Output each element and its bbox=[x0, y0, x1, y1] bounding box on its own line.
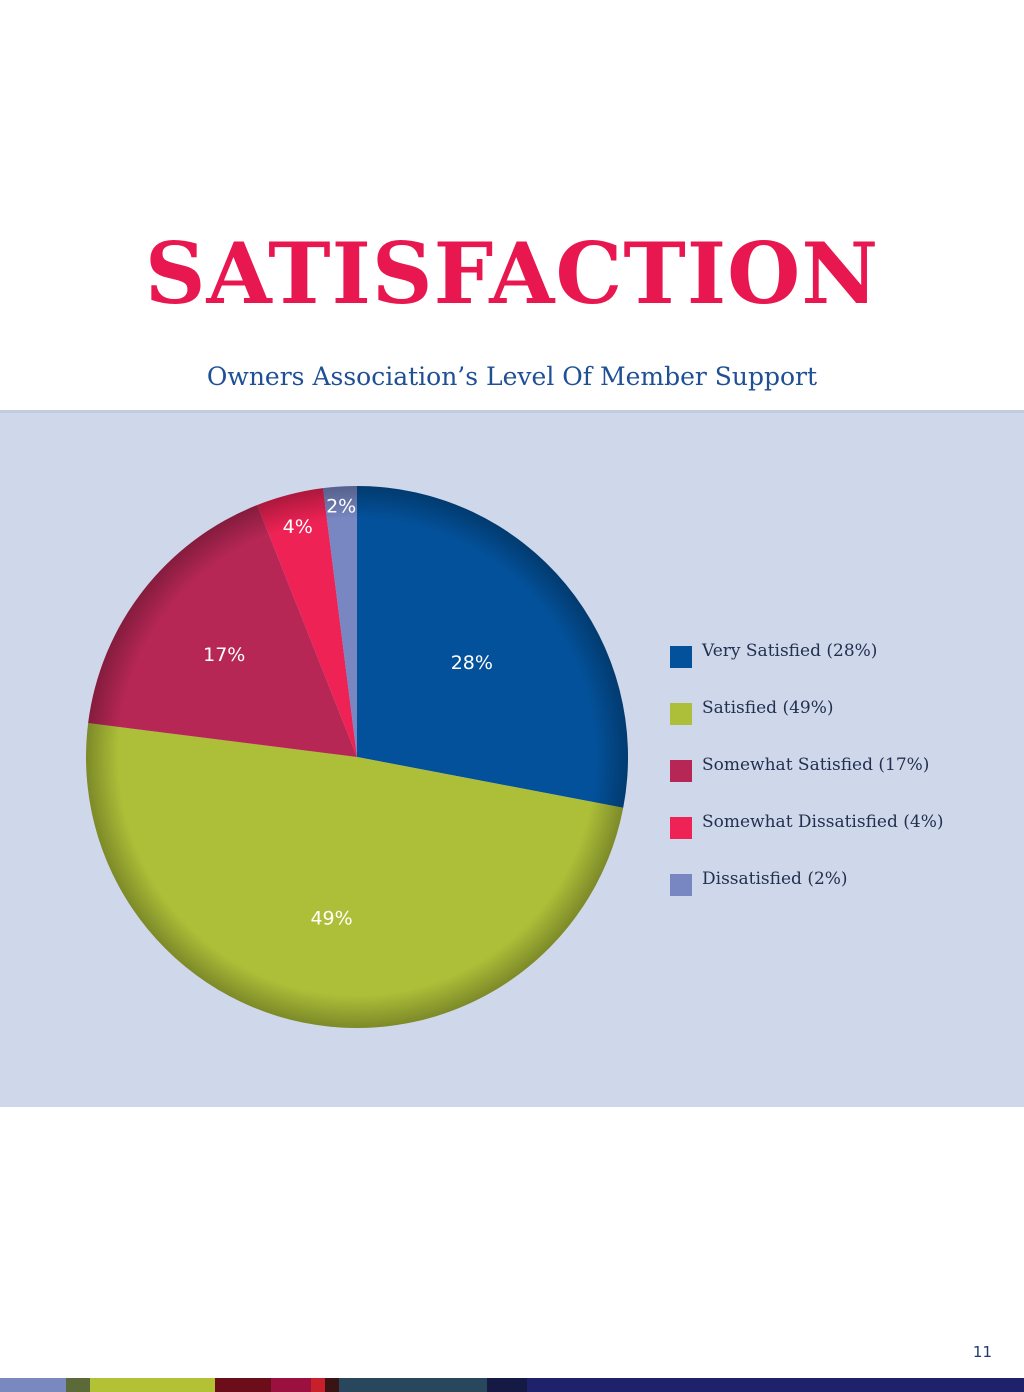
legend-swatch bbox=[670, 759, 692, 782]
page-number: 11 bbox=[972, 1343, 992, 1361]
legend-item: Somewhat Dissatisfied (4%) bbox=[670, 799, 944, 856]
footer-color-strip bbox=[0, 1378, 1024, 1392]
legend-item: Somewhat Satisfied (17%) bbox=[670, 742, 944, 799]
legend-label: Dissatisfied (2%) bbox=[702, 868, 848, 889]
footer-strip-segment bbox=[66, 1378, 90, 1392]
legend-label: Somewhat Satisfied (17%) bbox=[702, 754, 930, 775]
legend-swatch bbox=[670, 816, 692, 839]
legend-item: Dissatisfied (2%) bbox=[670, 856, 944, 913]
legend-swatch bbox=[670, 645, 692, 668]
pie-data-label-2: 17% bbox=[203, 644, 245, 666]
footer-strip-segment bbox=[311, 1378, 325, 1392]
pie-data-labels: 28% 49% 17% 4% 2% bbox=[203, 495, 493, 929]
page-title: SATISFACTION bbox=[144, 224, 880, 323]
pie-data-label-3: 4% bbox=[283, 516, 313, 538]
pie-chart: 28% 49% 17% 4% 2% bbox=[86, 486, 628, 1028]
footer-strip-segment bbox=[0, 1378, 66, 1392]
legend-item: Very Satisfied (28%) bbox=[670, 628, 944, 685]
legend-item: Satisfied (49%) bbox=[670, 685, 944, 742]
footer-strip-segment bbox=[325, 1378, 339, 1392]
legend-swatch bbox=[670, 702, 692, 725]
footer-strip-segment bbox=[527, 1378, 1024, 1392]
footer-strip-segment bbox=[487, 1378, 527, 1392]
footer-strip-segment bbox=[339, 1378, 487, 1392]
footer-strip-segment bbox=[90, 1378, 215, 1392]
pie-data-label-0: 28% bbox=[451, 652, 493, 674]
chart-legend: Very Satisfied (28%) Satisfied (49%) Somew… bbox=[670, 628, 944, 913]
pie-data-label-1: 49% bbox=[310, 908, 352, 930]
legend-swatch bbox=[670, 873, 692, 896]
footer-strip-segment bbox=[271, 1378, 311, 1392]
page-subtitle: Owners Association’s Level Of Member Sup… bbox=[206, 362, 818, 391]
legend-label: Very Satisfied (28%) bbox=[702, 640, 878, 661]
pie-rim-shading bbox=[86, 486, 628, 1028]
footer-strip-segment bbox=[215, 1378, 271, 1392]
pie-data-label-4: 2% bbox=[326, 495, 356, 517]
legend-label: Somewhat Dissatisfied (4%) bbox=[702, 811, 944, 832]
legend-label: Satisfied (49%) bbox=[702, 697, 834, 718]
